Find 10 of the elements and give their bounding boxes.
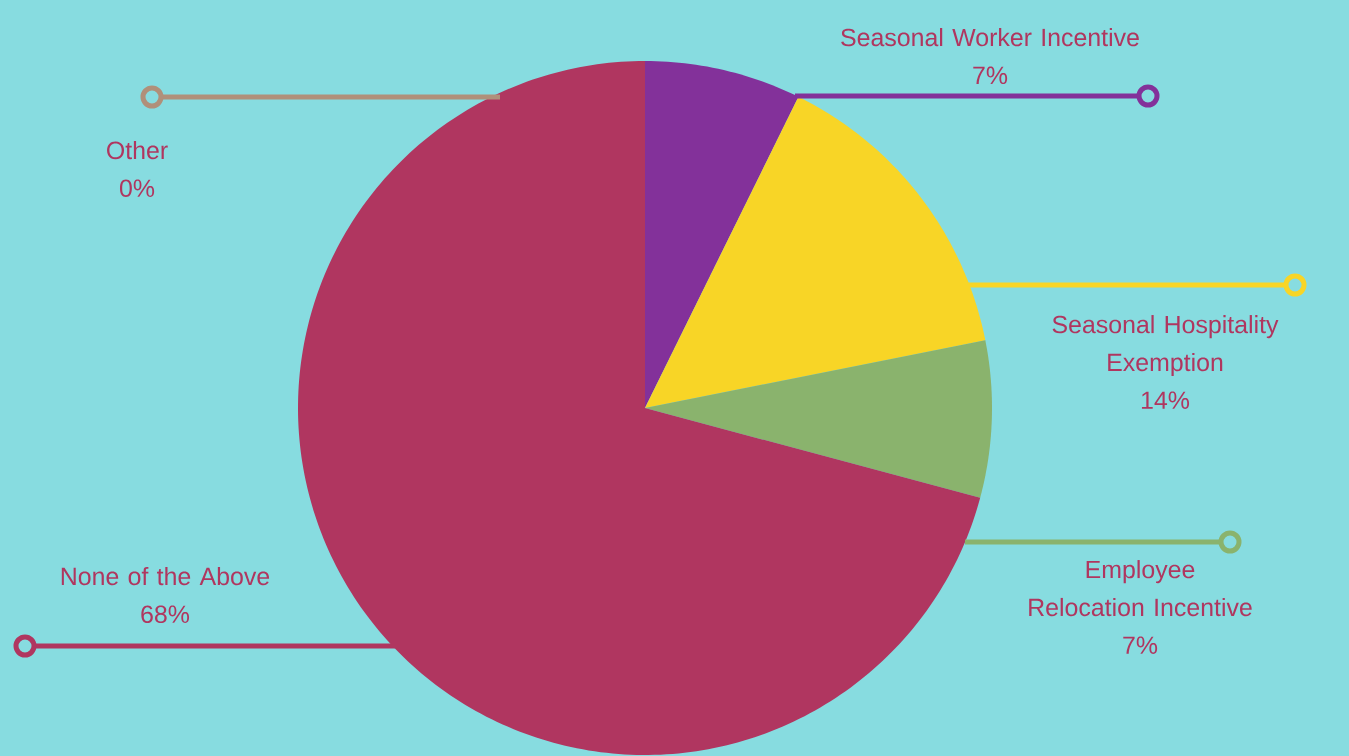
data-label: 68% bbox=[141, 605, 190, 624]
data-label: 7% bbox=[1123, 636, 1158, 654]
data-label: 7% bbox=[973, 66, 1008, 85]
legend-label: Seasonal Hospitality Exemption bbox=[1052, 315, 1279, 377]
slice-label: None of the Above bbox=[61, 566, 270, 586]
text: 0% bbox=[119, 179, 155, 198]
slice-label: Seasonal Worker Incentive bbox=[841, 27, 1139, 47]
category-label: Other bbox=[107, 140, 168, 160]
legend-label: Employee Relocation Incentive bbox=[1029, 560, 1252, 617]
data-label: 14% bbox=[1141, 391, 1190, 409]
